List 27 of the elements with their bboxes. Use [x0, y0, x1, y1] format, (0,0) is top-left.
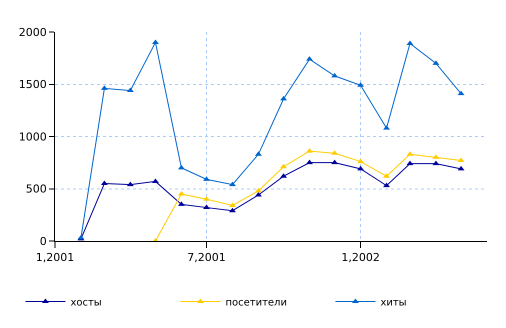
point [406, 151, 414, 156]
y-tick-label: 1000 [18, 130, 47, 144]
point [383, 125, 390, 130]
point [383, 182, 390, 188]
point [229, 202, 236, 207]
y-tick-label: 500 [26, 182, 47, 196]
point [152, 39, 159, 44]
legend-label: хиты [380, 297, 407, 308]
point [229, 208, 236, 212]
y-tick-label: 0 [40, 234, 47, 248]
point [383, 173, 390, 178]
legend-label: хосты [70, 297, 102, 308]
y-tick-label: 2000 [18, 26, 47, 39]
point [229, 182, 236, 186]
point [306, 160, 313, 164]
y-tick-label: 1500 [18, 78, 47, 92]
legend-label: посетители [225, 297, 287, 308]
point [203, 176, 210, 181]
point [203, 204, 210, 210]
point [306, 56, 313, 61]
point [306, 148, 313, 153]
point [203, 196, 210, 201]
x-tick-label: 7,2001 [187, 251, 226, 264]
x-tick-label: 1,2001 [36, 251, 74, 264]
point [152, 178, 159, 183]
x-tick-label: 1,2002 [341, 251, 380, 264]
point [406, 160, 414, 166]
